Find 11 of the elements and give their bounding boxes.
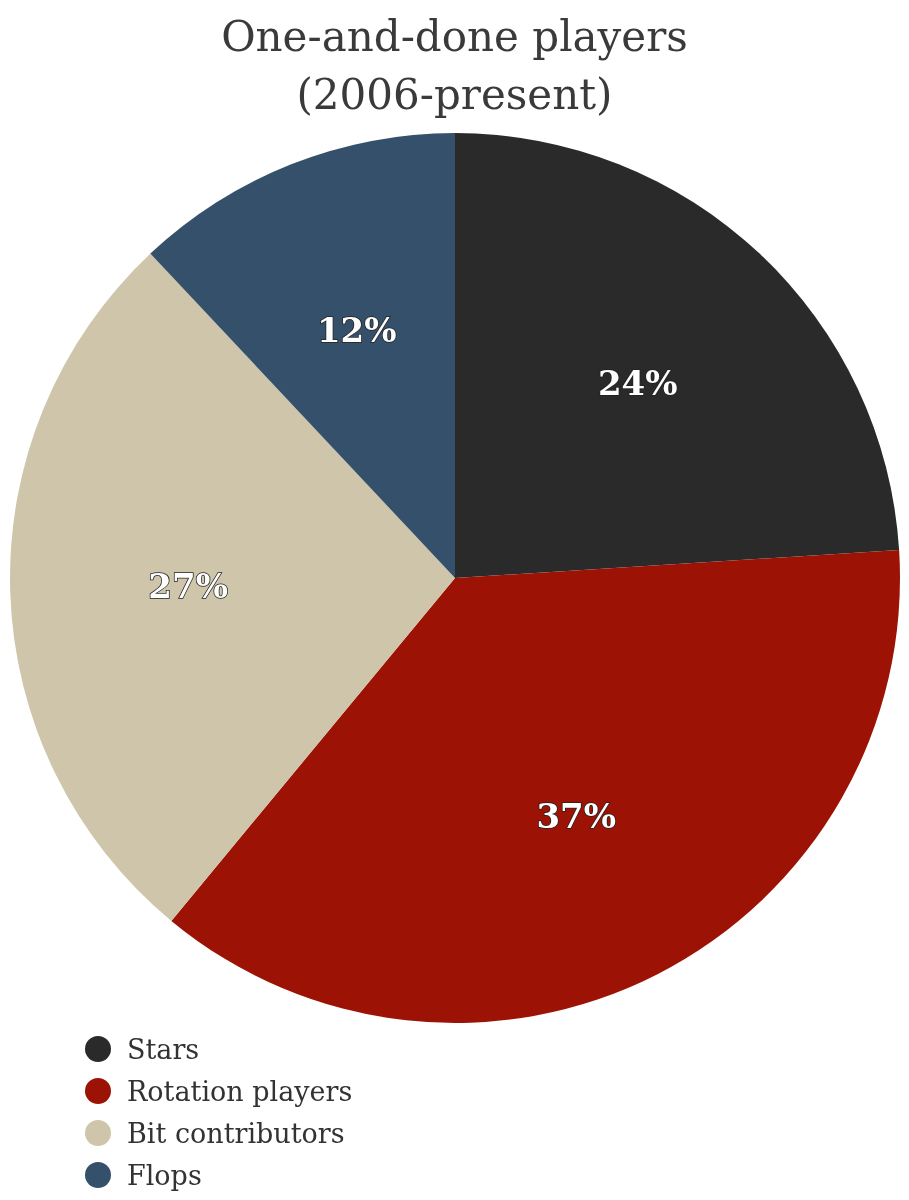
legend-label: Bit contributors (127, 1117, 345, 1149)
legend-label: Flops (127, 1159, 202, 1191)
data-label: 24% (597, 363, 678, 404)
pie-slice (10, 253, 455, 921)
legend-label: Stars (127, 1033, 200, 1065)
chart-title: One-and-done players (2006-present) (220, 11, 689, 121)
pie-slice (455, 133, 900, 578)
data-label: 12% (316, 309, 397, 350)
legend-label: Rotation players (127, 1075, 353, 1107)
data-label: 37% (536, 795, 617, 836)
data-label: 27% (148, 566, 228, 607)
